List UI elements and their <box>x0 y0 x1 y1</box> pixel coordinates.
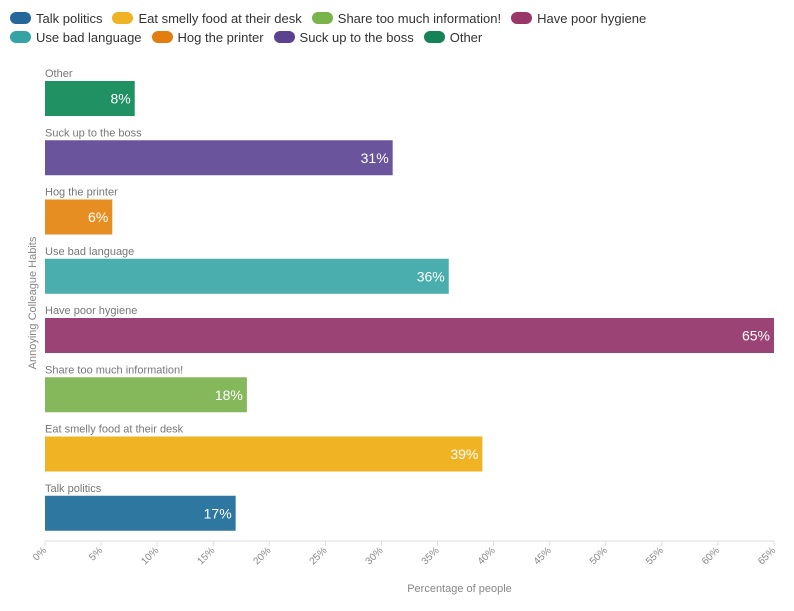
bar-value-label: 6% <box>88 209 108 225</box>
legend-label: Eat smelly food at their desk <box>138 10 302 26</box>
category-label: Use bad language <box>45 246 134 258</box>
bar <box>45 436 483 472</box>
legend-label: Suck up to the boss <box>299 29 414 45</box>
legend-swatch <box>273 31 295 43</box>
x-tick-label: 65% <box>756 545 778 567</box>
legend-label: Use bad language <box>36 29 142 45</box>
x-tick-label: 45% <box>532 545 554 567</box>
bar <box>45 81 135 116</box>
legend-swatch <box>151 31 173 43</box>
legend-swatch <box>112 12 134 24</box>
bar-value-label: 17% <box>204 505 232 521</box>
legend-label: Share too much information! <box>337 10 502 26</box>
x-tick-label: 5% <box>87 545 105 563</box>
legend-swatch <box>10 31 31 43</box>
y-axis-title: Annoying Colleague Habits <box>27 236 39 369</box>
legend-item[interactable]: Share too much information! <box>311 10 502 26</box>
bar-value-label: 31% <box>361 150 389 166</box>
bar <box>45 199 113 235</box>
x-tick-label: 15% <box>195 545 217 567</box>
x-tick-label: 0% <box>31 545 49 563</box>
x-axis-title: Percentage of people <box>407 583 512 595</box>
legend-item[interactable]: Have poor hygiene <box>511 10 647 26</box>
category-label: Hog the printer <box>45 187 118 199</box>
legend-swatch <box>511 12 533 24</box>
legend-item[interactable]: Talk politics <box>10 10 103 26</box>
x-tick-label: 30% <box>364 545 386 567</box>
legend-swatch <box>311 12 333 24</box>
bar <box>45 377 247 413</box>
legend-item[interactable]: Suck up to the boss <box>273 29 414 45</box>
bar-value-label: 39% <box>450 446 478 462</box>
legend-item[interactable]: Other <box>423 29 483 45</box>
x-tick-label: 10% <box>139 545 161 567</box>
legend-label: Other <box>449 29 483 45</box>
bar <box>45 318 774 353</box>
category-label: Suck up to the boss <box>45 127 142 139</box>
legend-item[interactable]: Hog the printer <box>151 29 264 45</box>
bar-value-label: 65% <box>742 328 770 344</box>
bar-value-label: 8% <box>110 91 130 107</box>
category-label: Eat smelly food at their desk <box>45 424 184 436</box>
x-tick-label: 50% <box>588 545 610 567</box>
bar-value-label: 18% <box>215 387 243 403</box>
x-tick-label: 20% <box>251 545 273 567</box>
x-tick-label: 60% <box>700 545 722 567</box>
legend-swatch <box>423 31 445 43</box>
bar <box>45 495 236 531</box>
category-label: Other <box>45 68 73 80</box>
category-label: Talk politics <box>45 483 102 495</box>
x-tick-label: 25% <box>308 545 330 567</box>
chart-legend: Talk politics Eat smelly food at their de… <box>10 10 780 45</box>
legend-label: Talk politics <box>36 10 103 26</box>
x-tick-label: 40% <box>476 545 498 567</box>
legend-label: Have poor hygiene <box>537 10 647 26</box>
bar <box>45 258 449 294</box>
x-tick-label: 35% <box>420 545 442 567</box>
bar-value-label: 36% <box>417 268 445 284</box>
legend-item[interactable]: Eat smelly food at their desk <box>112 10 302 26</box>
legend-swatch <box>10 12 31 24</box>
bar <box>45 140 393 176</box>
x-tick-label: 55% <box>644 545 666 567</box>
legend-label: Hog the printer <box>177 29 264 45</box>
category-label: Have poor hygiene <box>45 305 137 317</box>
legend-item[interactable]: Use bad language <box>10 29 142 45</box>
category-label: Share too much information! <box>45 364 183 376</box>
